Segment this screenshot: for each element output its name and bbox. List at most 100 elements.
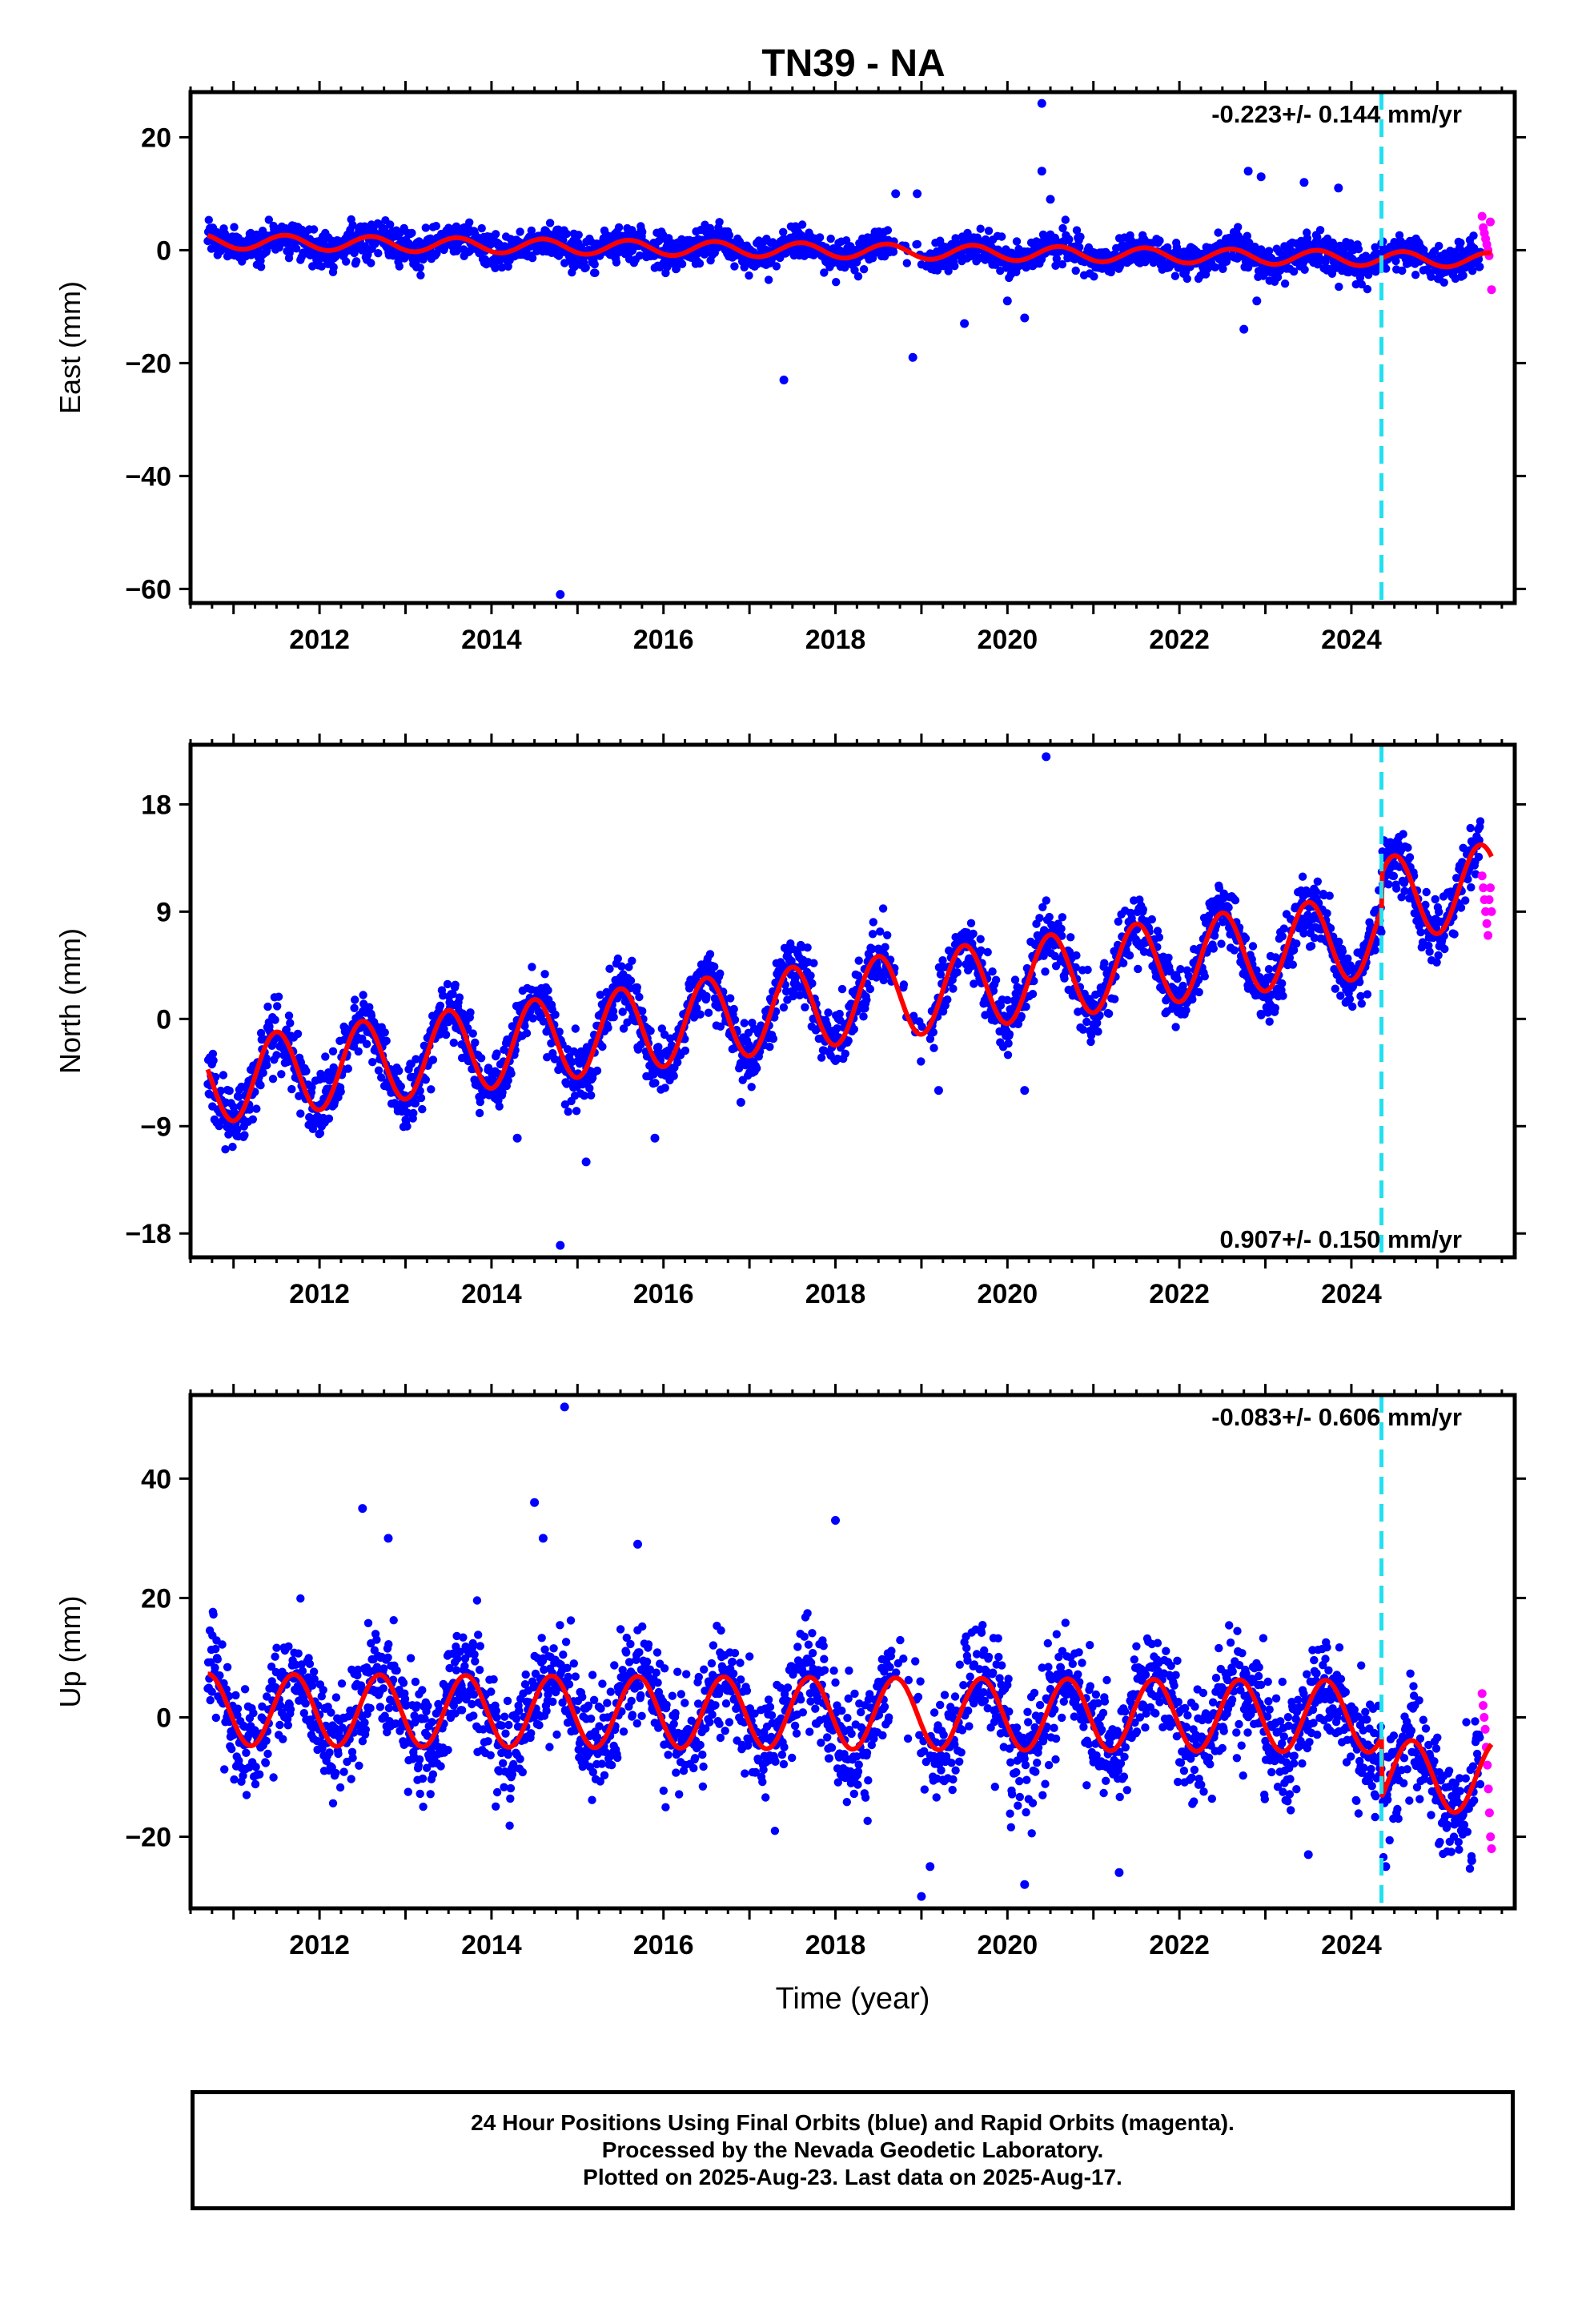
- outlier-point: [736, 1098, 745, 1107]
- final-orbit-point: [841, 1049, 850, 1059]
- final-orbit-point: [204, 215, 213, 224]
- final-orbit-point: [953, 968, 962, 977]
- outlier-point: [556, 589, 565, 599]
- final-orbit-point: [367, 259, 375, 267]
- final-orbit-point: [1171, 1023, 1180, 1031]
- final-orbit-point: [277, 1070, 286, 1079]
- final-orbit-point: [1243, 231, 1252, 240]
- final-orbit-point: [562, 229, 571, 239]
- y-tick-label: −40: [125, 461, 171, 492]
- final-orbit-point: [1289, 267, 1299, 276]
- final-orbit-point: [1224, 903, 1233, 912]
- final-orbit-point: [1313, 877, 1323, 887]
- final-orbit-point: [801, 1003, 809, 1012]
- x-tick-label: 2014: [461, 625, 522, 655]
- final-orbit-point: [617, 962, 626, 971]
- final-orbit-point: [1110, 995, 1119, 1003]
- final-orbit-point: [427, 1085, 436, 1094]
- outlier-point: [908, 352, 917, 362]
- final-orbit-point: [336, 1088, 345, 1096]
- final-orbit-point: [817, 1053, 826, 1062]
- final-orbit-point: [716, 969, 725, 978]
- final-orbit-point: [976, 224, 985, 233]
- final-orbit-point: [302, 1067, 311, 1076]
- final-orbit-point: [1279, 991, 1287, 1000]
- final-orbit-point: [1104, 1009, 1114, 1019]
- final-orbit-point: [837, 984, 847, 994]
- final-orbit-point: [1338, 947, 1347, 956]
- final-orbit-point: [883, 226, 893, 235]
- final-orbit-point: [516, 227, 524, 236]
- final-orbit-point: [449, 1038, 458, 1047]
- final-orbit-point: [342, 257, 351, 266]
- final-orbit-point: [1416, 927, 1425, 937]
- final-orbit-point: [248, 1115, 257, 1124]
- final-orbit-point: [507, 1069, 516, 1078]
- final-orbit-point: [416, 271, 425, 279]
- final-orbit-point: [252, 1104, 261, 1113]
- final-orbit-point: [745, 271, 753, 280]
- final-orbit-point: [1469, 231, 1478, 240]
- final-orbit-point: [1476, 262, 1484, 271]
- final-orbit-point: [1164, 953, 1173, 963]
- final-orbit-point: [609, 1013, 618, 1022]
- final-orbit-point: [256, 1081, 265, 1090]
- final-orbit-point: [1456, 239, 1465, 247]
- final-orbit-point: [382, 1036, 391, 1045]
- final-orbit-point: [439, 991, 448, 1000]
- outlier-point: [581, 1157, 591, 1167]
- final-orbit-point: [436, 1001, 445, 1011]
- final-orbit-point: [1058, 223, 1067, 233]
- y-axis-label: East (mm): [54, 281, 86, 414]
- final-orbit-point: [351, 995, 359, 1004]
- final-orbit-point: [646, 1027, 655, 1035]
- final-orbit-point: [1273, 273, 1283, 282]
- final-orbit-point: [991, 975, 1001, 984]
- final-orbit-point: [1459, 271, 1468, 280]
- final-orbit-point: [673, 1058, 682, 1067]
- outlier-point: [1037, 167, 1046, 176]
- final-orbit-point: [1468, 267, 1477, 275]
- rapid-orbit-point: [1486, 217, 1495, 227]
- outlier-point: [934, 1086, 943, 1096]
- final-orbit-point: [1345, 995, 1355, 1003]
- final-orbit-point: [841, 236, 851, 245]
- final-orbit-point: [1072, 951, 1081, 960]
- final-orbit-point: [1041, 967, 1050, 976]
- final-orbit-point: [1182, 274, 1192, 283]
- model-fit-curve: [206, 232, 1493, 270]
- final-orbit-point: [902, 259, 912, 267]
- final-orbit-point: [259, 1068, 267, 1077]
- final-orbit-point: [574, 231, 583, 239]
- final-orbit-point: [1072, 226, 1082, 235]
- final-orbit-point: [351, 257, 361, 266]
- final-orbit-point: [551, 1010, 560, 1019]
- final-orbit-point: [572, 1107, 581, 1116]
- final-orbit-point: [1467, 883, 1476, 892]
- final-orbit-point: [1138, 905, 1148, 914]
- final-orbit-point: [917, 1057, 926, 1066]
- final-orbit-point: [321, 1052, 330, 1061]
- final-orbit-point: [527, 226, 536, 235]
- final-orbit-point: [1173, 975, 1182, 983]
- final-orbit-point: [803, 943, 812, 952]
- final-orbit-point: [358, 1034, 367, 1043]
- final-orbit-point: [233, 1125, 242, 1134]
- final-orbit-point: [1003, 1051, 1013, 1059]
- final-orbit-point: [779, 1003, 789, 1012]
- final-orbit-point: [296, 1109, 305, 1118]
- final-orbit-point: [256, 263, 266, 271]
- final-orbit-point: [868, 930, 877, 939]
- y-tick-label: −60: [125, 574, 171, 605]
- final-orbit-point: [380, 1028, 389, 1037]
- final-orbit-point: [1042, 896, 1051, 905]
- final-orbit-point: [988, 967, 997, 976]
- final-orbit-point: [421, 223, 430, 232]
- final-orbit-point: [976, 935, 985, 943]
- final-orbit-point: [1125, 951, 1134, 960]
- final-orbit-point: [409, 1108, 418, 1118]
- final-orbit-point: [1035, 914, 1044, 923]
- final-orbit-point: [219, 1071, 228, 1080]
- outlier-point: [1042, 752, 1051, 762]
